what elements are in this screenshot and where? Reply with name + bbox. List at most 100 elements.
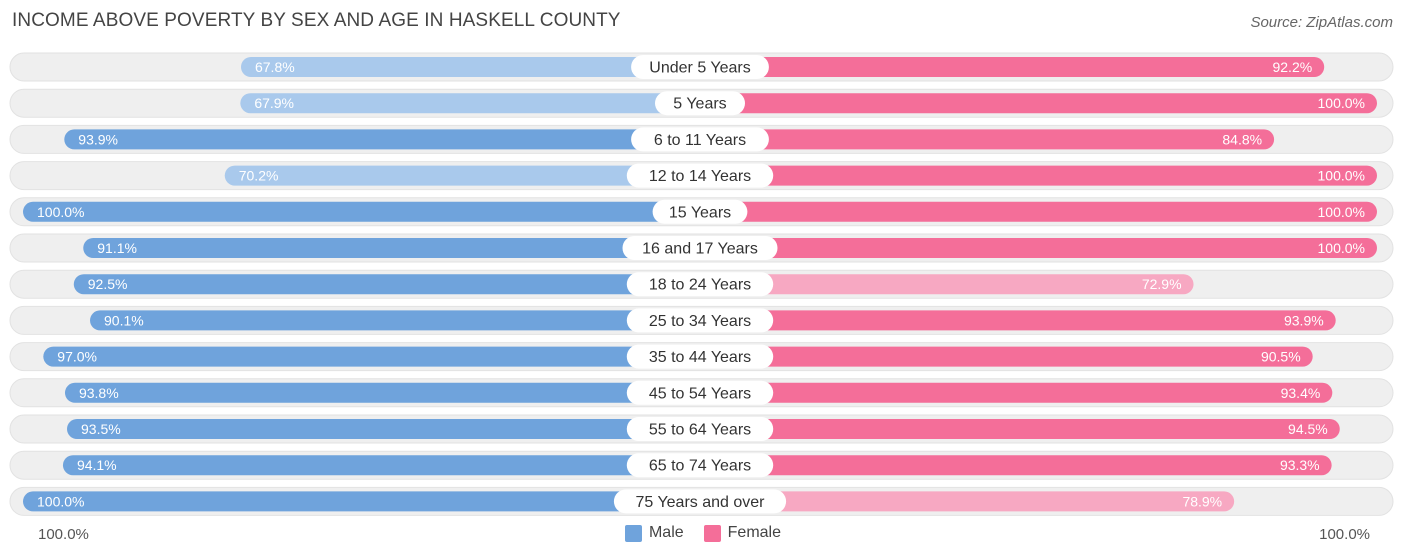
category-label: 18 to 24 Years — [649, 277, 751, 294]
bar-row: 67.8% 92.2% Under 5 Years — [9, 52, 1394, 82]
bar-row: 70.2% 100.0% 12 to 14 Years — [9, 161, 1394, 191]
male-bar — [23, 491, 700, 512]
male-bar — [43, 346, 701, 367]
female-value-label: 100.0% — [1318, 168, 1365, 184]
male-value-label: 67.9% — [254, 95, 294, 111]
legend-label-male: Male — [648, 524, 684, 541]
female-value-label: 93.4% — [1281, 385, 1321, 401]
female-bar — [700, 419, 1340, 439]
category-label: 35 to 44 Years — [649, 349, 751, 366]
axis-right-label: 100.0% — [1319, 526, 1370, 543]
female-value-label: 84.8% — [1222, 131, 1262, 147]
female-bar — [700, 274, 1194, 295]
female-bar — [700, 382, 1333, 403]
male-bar — [23, 201, 700, 222]
category-pill — [613, 489, 787, 514]
female-value-label: 90.5% — [1261, 349, 1301, 365]
category-label: 16 and 17 Years — [642, 241, 758, 258]
male-bar — [64, 129, 700, 150]
male-bar — [224, 165, 700, 186]
category-pill — [626, 380, 774, 405]
female-value-label: 100.0% — [1318, 204, 1365, 220]
legend-swatch-female — [703, 524, 721, 542]
female-bar — [700, 129, 1275, 150]
female-bar — [700, 165, 1377, 186]
female-value-label: 72.9% — [1142, 276, 1182, 292]
category-pill — [631, 127, 769, 152]
chart-source: Source: ZipAtlas.com — [1250, 14, 1393, 31]
bar-row: 93.9% 84.8% 6 to 11 Years — [9, 124, 1394, 154]
female-bar — [700, 57, 1325, 77]
female-value-label: 78.9% — [1182, 493, 1222, 509]
male-value-label: 92.5% — [88, 276, 128, 292]
female-value-label: 93.3% — [1280, 457, 1320, 473]
male-value-label: 100.0% — [37, 493, 84, 509]
bar-row: 93.8% 93.4% 45 to 54 Years — [9, 378, 1394, 408]
category-pill — [622, 236, 778, 260]
female-bar — [700, 310, 1336, 331]
bar-row: 90.1% 93.9% 25 to 34 Years — [9, 305, 1394, 335]
category-pill — [626, 272, 774, 297]
category-pill — [626, 308, 774, 333]
male-bar — [240, 57, 700, 77]
category-pill — [652, 199, 748, 224]
female-value-label: 93.9% — [1284, 312, 1324, 328]
male-value-label: 97.0% — [57, 349, 97, 365]
legend: Male Female — [0, 524, 1406, 542]
male-value-label: 93.9% — [78, 131, 118, 147]
category-label: Under 5 Years — [649, 60, 750, 77]
bar-row: 100.0% 78.9% 75 Years and over — [9, 486, 1394, 516]
category-label: 75 Years and over — [636, 494, 766, 511]
male-value-label: 67.8% — [255, 59, 295, 75]
category-pill — [626, 417, 774, 441]
male-value-label: 90.1% — [104, 312, 144, 328]
bar-row: 94.1% 93.3% 65 to 74 Years — [9, 450, 1394, 480]
male-bar — [73, 274, 700, 295]
male-bar — [62, 455, 701, 476]
bar-row: 92.5% 72.9% 18 to 24 Years — [9, 269, 1394, 299]
male-bar — [83, 238, 701, 258]
bars-plot: 67.8% 92.2% Under 5 Years 67.9% 100.0% 5 Year… — [9, 52, 1394, 516]
male-bar — [240, 93, 700, 114]
female-value-label: 100.0% — [1318, 240, 1365, 256]
category-label: 5 Years — [673, 96, 726, 113]
axis-left-label: 100.0% — [38, 526, 89, 543]
female-bar — [700, 93, 1377, 114]
category-pill — [626, 163, 774, 188]
male-value-label: 94.1% — [77, 457, 117, 473]
category-label: 12 to 14 Years — [649, 168, 751, 185]
category-pill — [631, 55, 769, 79]
category-pill — [655, 91, 745, 116]
legend-item-male[interactable]: Male — [624, 524, 684, 542]
male-bar — [64, 382, 700, 403]
bar-row: 93.5% 94.5% 55 to 64 Years — [9, 414, 1394, 444]
category-pill — [626, 344, 774, 369]
female-bar — [700, 455, 1332, 476]
category-label: 55 to 64 Years — [649, 422, 751, 439]
legend-label-female: Female — [727, 524, 782, 541]
bar-row: 97.0% 90.5% 35 to 44 Years — [9, 342, 1394, 372]
chart-title: INCOME ABOVE POVERTY BY SEX AND AGE IN H… — [12, 10, 621, 31]
male-value-label: 93.8% — [79, 385, 119, 401]
female-bar — [700, 201, 1377, 222]
female-value-label: 94.5% — [1288, 421, 1328, 437]
male-value-label: 100.0% — [37, 204, 84, 220]
category-label: 25 to 34 Years — [649, 313, 751, 330]
female-value-label: 92.2% — [1272, 59, 1312, 75]
legend-swatch-male — [624, 524, 642, 542]
category-label: 6 to 11 Years — [654, 132, 746, 149]
male-value-label: 91.1% — [97, 240, 137, 256]
female-bar — [700, 346, 1313, 367]
legend-item-female[interactable]: Female — [703, 524, 782, 542]
bar-row: 91.1% 100.0% 16 and 17 Years — [9, 233, 1394, 263]
female-bar — [700, 491, 1235, 512]
male-bar — [67, 419, 700, 439]
male-value-label: 70.2% — [239, 168, 279, 184]
male-bar — [90, 310, 700, 331]
bar-row: 100.0% 100.0% 15 Years — [9, 197, 1394, 227]
bar-row: 67.9% 100.0% 5 Years — [9, 88, 1394, 118]
female-bar — [700, 238, 1377, 258]
male-value-label: 93.5% — [81, 421, 121, 437]
category-label: 45 to 54 Years — [649, 385, 751, 402]
